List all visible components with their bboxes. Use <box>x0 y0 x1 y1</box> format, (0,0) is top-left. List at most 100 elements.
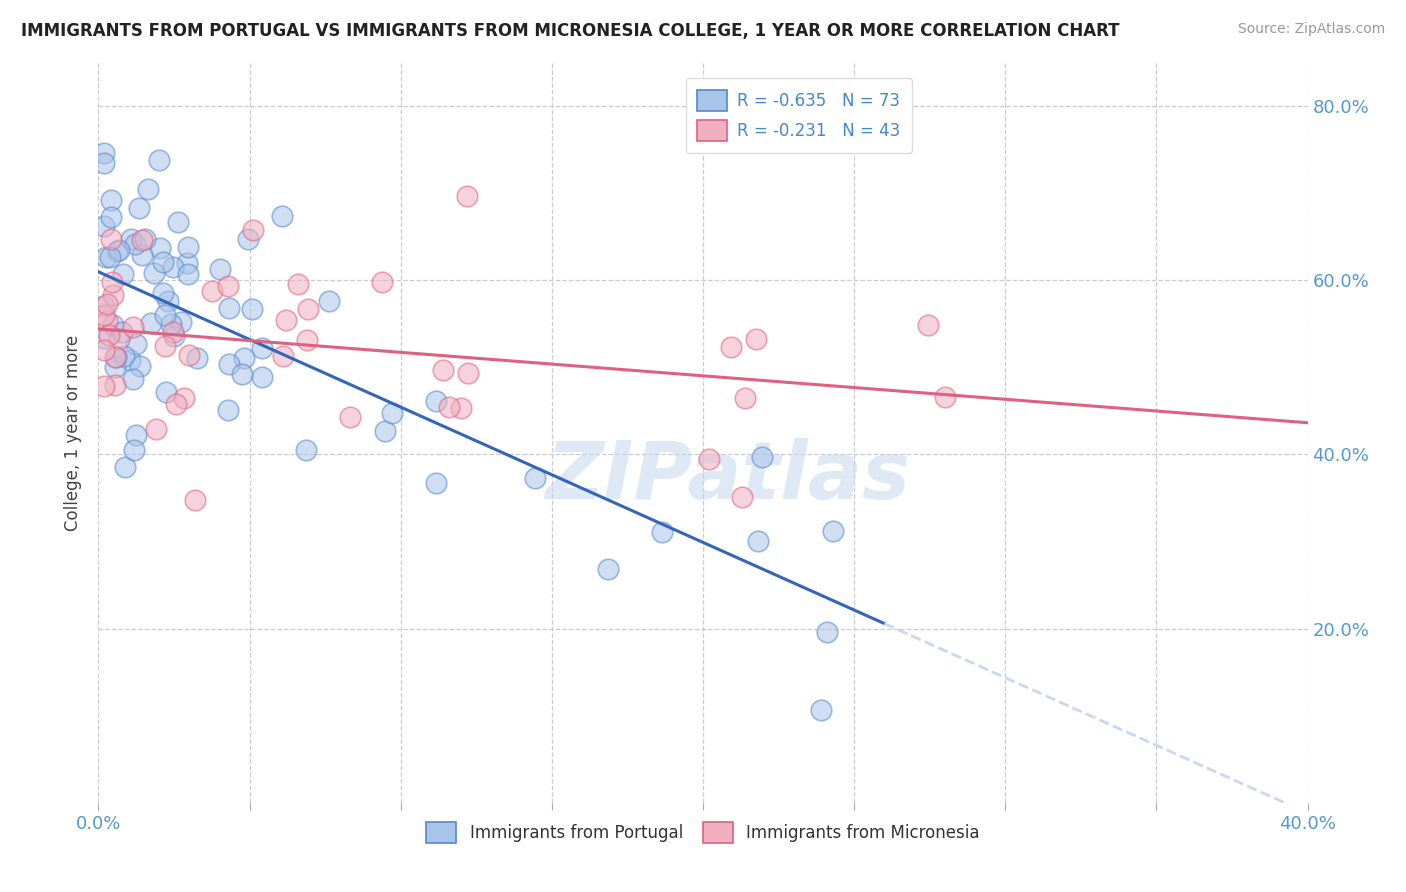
Point <box>101 275 124 289</box>
Point <box>96 296 118 310</box>
Point <box>107 332 129 346</box>
Point <box>917 318 939 333</box>
Point <box>101 318 124 332</box>
Point <box>112 267 135 281</box>
Point <box>201 284 224 298</box>
Point <box>121 372 143 386</box>
Point <box>177 267 200 281</box>
Point <box>295 443 318 458</box>
Point <box>432 362 454 376</box>
Point <box>157 294 180 309</box>
Point <box>114 459 136 474</box>
Text: Source: ZipAtlas.com: Source: ZipAtlas.com <box>1237 22 1385 37</box>
Point <box>120 232 142 246</box>
Point <box>218 357 240 371</box>
Point <box>233 351 256 366</box>
Point <box>143 266 166 280</box>
Point <box>96 313 118 327</box>
Point <box>218 301 240 315</box>
Point <box>104 359 127 374</box>
Point <box>124 237 146 252</box>
Point <box>100 232 122 246</box>
Point <box>815 625 838 640</box>
Point <box>134 232 156 246</box>
Point <box>186 351 208 365</box>
Point <box>745 332 768 346</box>
Point <box>118 352 141 367</box>
Point <box>287 277 309 291</box>
Point <box>318 293 340 308</box>
Point <box>93 379 115 393</box>
Point <box>155 385 177 400</box>
Point <box>125 336 148 351</box>
Point <box>105 244 128 258</box>
Point <box>139 316 162 330</box>
Point <box>93 343 115 357</box>
Point <box>374 424 396 438</box>
Point <box>149 241 172 255</box>
Point <box>217 279 239 293</box>
Point <box>381 406 404 420</box>
Point <box>98 250 121 264</box>
Point <box>93 299 115 313</box>
Point <box>242 223 264 237</box>
Point <box>148 153 170 168</box>
Point <box>339 409 361 424</box>
Point <box>121 319 143 334</box>
Point <box>425 394 447 409</box>
Point <box>93 308 115 322</box>
Point <box>100 194 122 208</box>
Point <box>934 390 956 404</box>
Point <box>101 288 124 302</box>
Point <box>651 524 673 539</box>
Point <box>437 401 460 415</box>
Point <box>152 255 174 269</box>
Point <box>163 329 186 343</box>
Point <box>297 333 319 347</box>
Point <box>821 524 844 538</box>
Point <box>112 349 135 363</box>
Text: IMMIGRANTS FROM PORTUGAL VS IMMIGRANTS FROM MICRONESIA COLLEGE, 1 YEAR OR MORE C: IMMIGRANTS FROM PORTUGAL VS IMMIGRANTS F… <box>21 22 1119 40</box>
Point <box>162 260 184 274</box>
Point <box>270 209 292 223</box>
Point <box>131 233 153 247</box>
Point <box>108 243 131 257</box>
Point <box>165 397 187 411</box>
Point <box>93 219 115 233</box>
Point <box>236 232 259 246</box>
Point <box>747 534 769 549</box>
Point <box>457 367 479 381</box>
Point <box>160 317 183 331</box>
Point <box>810 703 832 717</box>
Text: ZIPatlas: ZIPatlas <box>544 438 910 516</box>
Point <box>98 327 121 342</box>
Point <box>450 401 472 416</box>
Point <box>456 189 478 203</box>
Point <box>93 331 115 345</box>
Point <box>152 286 174 301</box>
Y-axis label: College, 1 year or more: College, 1 year or more <box>65 334 83 531</box>
Point <box>105 350 128 364</box>
Point <box>93 146 115 161</box>
Point <box>162 326 184 340</box>
Point <box>104 350 127 364</box>
Point <box>731 491 754 505</box>
Point <box>179 349 201 363</box>
Point <box>697 451 720 466</box>
Point <box>271 349 294 363</box>
Point <box>131 248 153 262</box>
Point <box>176 256 198 270</box>
Point <box>217 402 239 417</box>
Point <box>153 339 176 353</box>
Point <box>596 562 619 576</box>
Point <box>274 312 297 326</box>
Point <box>129 359 152 374</box>
Point <box>128 201 150 215</box>
Legend: Immigrants from Portugal, Immigrants from Micronesia: Immigrants from Portugal, Immigrants fro… <box>419 815 987 850</box>
Point <box>184 492 207 507</box>
Point <box>96 250 118 264</box>
Point <box>100 211 122 225</box>
Point <box>173 391 195 405</box>
Point <box>209 261 232 276</box>
Point <box>138 182 160 196</box>
